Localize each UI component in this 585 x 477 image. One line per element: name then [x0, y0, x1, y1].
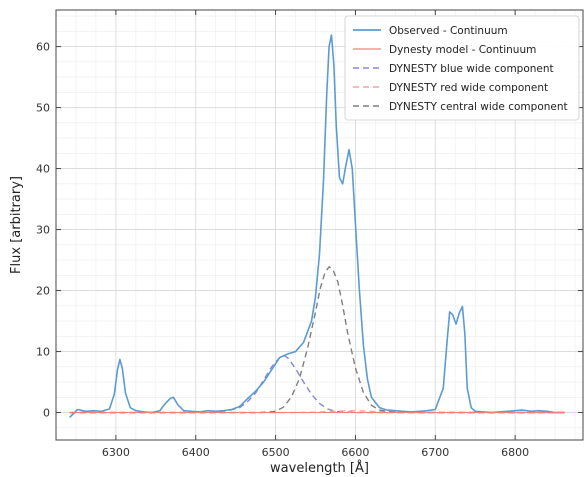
y-axis-label: Flux [arbitrary] [9, 176, 24, 274]
y-tick-label: 50 [36, 102, 50, 115]
legend-label-2: DYNESTY blue wide component [389, 63, 554, 75]
legend-label-1: Dynesty model - Continuum [389, 44, 536, 56]
series-line-4 [69, 266, 565, 414]
y-tick-label: 20 [36, 285, 50, 298]
series-line-3 [69, 410, 565, 414]
y-tick-label: 10 [36, 346, 50, 359]
plot-frame [55, 9, 584, 441]
x-tick-label: 6300 [102, 446, 130, 459]
y-tick-label: 40 [36, 163, 50, 176]
series-layer [69, 34, 565, 418]
series-line-2 [69, 354, 565, 414]
legend-label-4: DYNESTY central wide component [389, 101, 568, 113]
x-tick-label: 6400 [182, 446, 210, 459]
legend: Observed - Continuum Dynesty model - Cont… [344, 15, 580, 121]
x-tick-label: 6600 [341, 446, 369, 459]
x-tick-label: 6500 [262, 446, 290, 459]
x-axis-label: wavelength [Å] [270, 460, 369, 476]
y-tick-label: 60 [36, 41, 50, 54]
axis-ticks: 6300 6400 6500 6600 6700 6800 0 10 20 30 40 50 60 [36, 10, 583, 459]
x-tick-label: 6700 [421, 446, 449, 459]
legend-label-3: DYNESTY red wide component [389, 82, 548, 94]
y-tick-label: 0 [43, 407, 50, 420]
x-tick-label: 6800 [501, 446, 529, 459]
y-tick-label: 30 [36, 224, 50, 237]
legend-box [344, 15, 580, 121]
legend-label-0: Observed - Continuum [389, 25, 508, 37]
